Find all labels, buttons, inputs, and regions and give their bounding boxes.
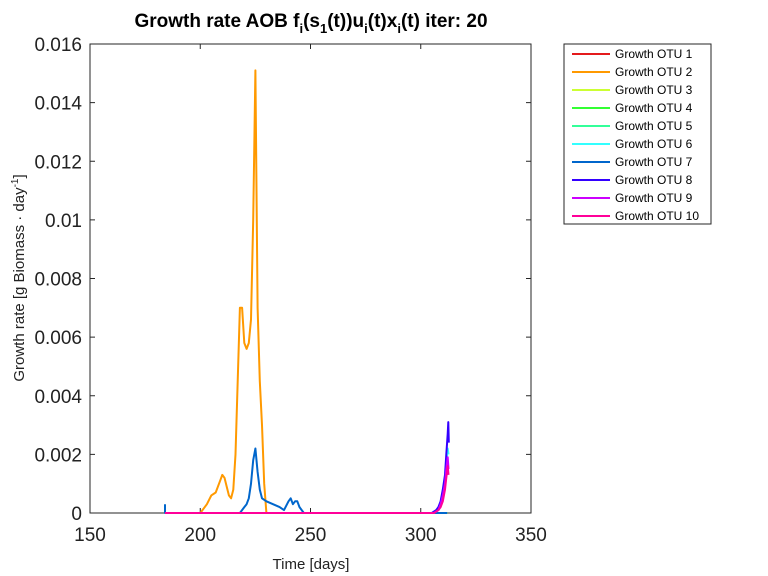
x-tick-label: 300 [405,525,437,546]
y-tick-label: 0.016 [34,35,82,56]
legend-label-otu-7: Growth OTU 7 [615,155,693,169]
y-axis-label: Growth rate [g Biomass · day-1] [10,174,28,381]
y-axis: 0 0.002 0.004 0.006 0.008 0.01 0.012 0.014 0.016 [34,35,531,525]
legend-label-otu-2: Growth OTU 2 [615,65,693,79]
x-tick-label: 150 [74,525,106,546]
series-lines [164,69,450,514]
y-tick-label: 0.004 [34,387,82,408]
legend-label-otu-10: Growth OTU 10 [615,209,699,223]
y-tick-label: 0.012 [34,152,82,173]
legend-label-otu-1: Growth OTU 1 [615,47,693,61]
legend-label-otu-8: Growth OTU 8 [615,173,693,187]
plot-area [89,43,532,514]
x-tick-label: 200 [184,525,216,546]
series-line-otu-8 [165,421,450,514]
x-axis: 150 200 250 300 350 [74,44,547,546]
series-line-otu-10 [165,465,450,514]
legend-label-otu-3: Growth OTU 3 [615,83,693,97]
chart-title: Growth rate AOB fi(s1(t))ui(t)xi(t) iter… [134,11,487,36]
legend: Growth OTU 1 Growth OTU 2 Growth OTU 3 Grow… [572,47,699,223]
x-tick-label: 350 [515,525,547,546]
y-tick-label: 0.014 [34,94,82,115]
y-tick-label: 0.008 [34,270,82,291]
legend-box [563,43,712,225]
legend-label-otu-6: Growth OTU 6 [615,137,693,151]
legend-label-otu-5: Growth OTU 5 [615,119,693,133]
y-tick-label: 0.002 [34,445,82,466]
legend-label-otu-4: Growth OTU 4 [615,101,693,115]
y-tick-label: 0 [71,504,82,525]
series-line-otu-2 [165,69,448,514]
y-tick-label: 0.01 [45,211,82,232]
x-axis-label: Time [days] [273,556,350,573]
x-tick-label: 250 [295,525,327,546]
legend-label-otu-9: Growth OTU 9 [615,191,693,205]
y-tick-label: 0.006 [34,328,82,349]
